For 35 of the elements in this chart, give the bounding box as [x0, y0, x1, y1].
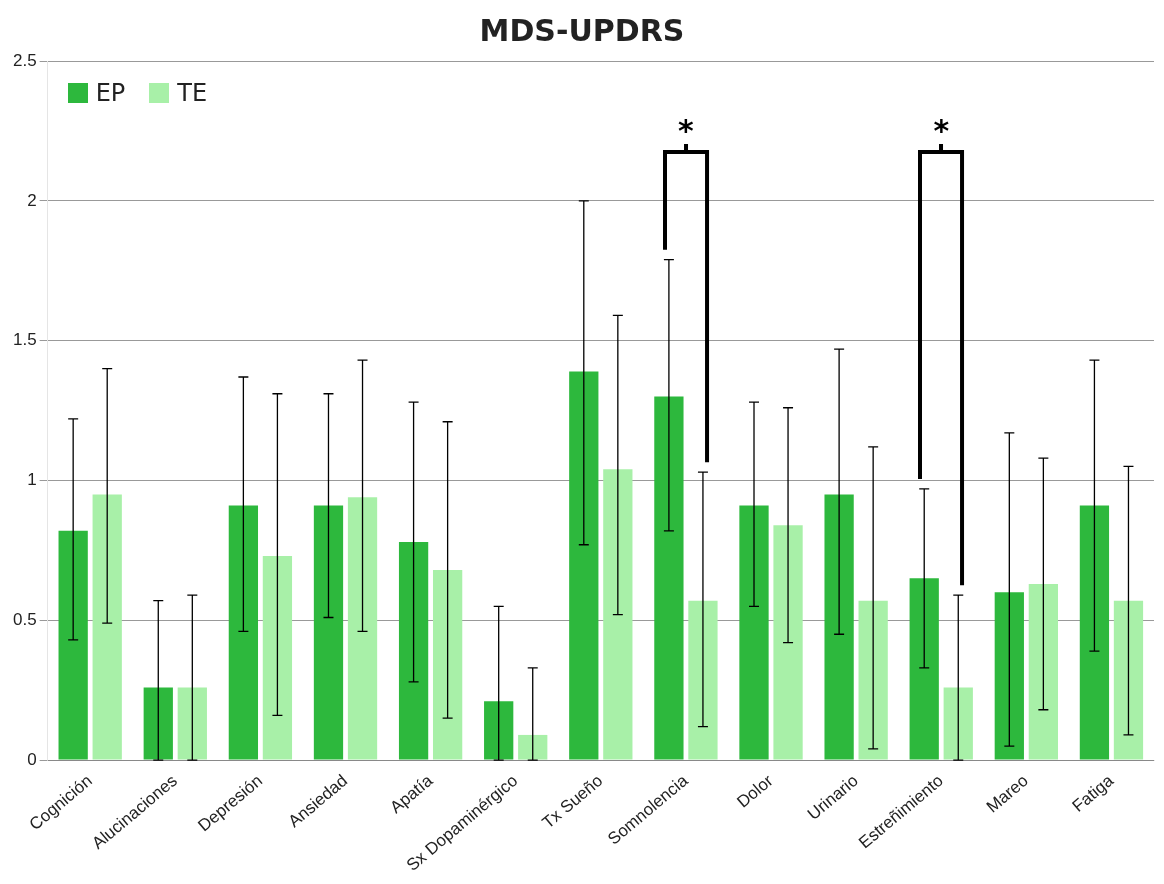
- bar: [773, 525, 803, 760]
- legend-label: EP: [95, 79, 126, 107]
- bar: [858, 600, 888, 760]
- bar: [943, 687, 973, 760]
- chart-title: MDS-UPDRS: [479, 12, 685, 48]
- bar: [994, 592, 1024, 760]
- bar: [228, 505, 259, 760]
- y-tick-label: 0.5: [12, 609, 37, 629]
- bar: [484, 701, 514, 760]
- bar: [347, 497, 378, 760]
- bar: [739, 505, 769, 760]
- bar: [1079, 505, 1110, 760]
- y-tick-label: 1.5: [12, 330, 37, 350]
- bar: [58, 530, 88, 760]
- bar: [824, 494, 854, 760]
- y-tick-label: 1: [27, 470, 37, 490]
- bar: [603, 469, 633, 760]
- y-tick-label: 2: [27, 190, 37, 210]
- bar: [432, 569, 463, 760]
- bar: [313, 505, 344, 760]
- bar: [1028, 583, 1058, 760]
- annotation: *: [678, 112, 694, 148]
- bar: [143, 687, 173, 760]
- y-tick-label: 0: [27, 749, 37, 769]
- bar: [518, 734, 548, 760]
- bar: [688, 600, 718, 760]
- bar: [262, 555, 293, 760]
- bar: [92, 494, 122, 760]
- bar: [398, 541, 429, 760]
- bar: [1113, 600, 1144, 760]
- bar: [569, 371, 599, 760]
- bar: [177, 687, 207, 760]
- legend-label: TE: [177, 79, 208, 107]
- y-tick-label: 2.5: [12, 50, 37, 70]
- annotation: *: [933, 112, 950, 148]
